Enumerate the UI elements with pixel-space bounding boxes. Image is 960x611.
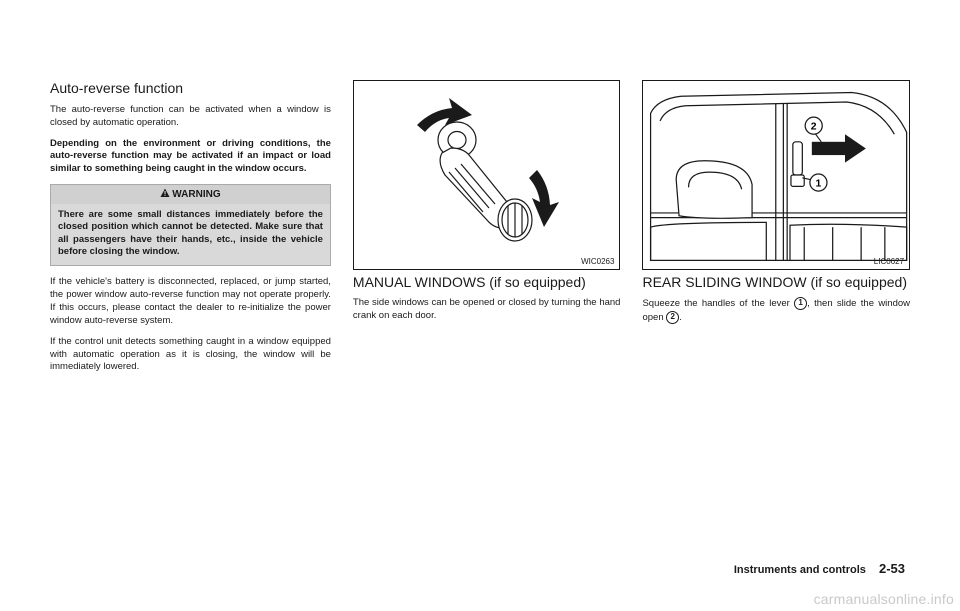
warning-header: WARNING xyxy=(51,185,330,204)
column-left: Auto-reverse function The auto-reverse f… xyxy=(50,80,331,382)
text-fragment: Squeeze the handles of the lever xyxy=(642,298,794,309)
crank-illustration xyxy=(387,90,587,260)
warning-triangle-icon xyxy=(160,188,170,201)
warning-box: WARNING There are some small distances i… xyxy=(50,184,331,266)
figure-manual-window-crank: WIC0263 xyxy=(353,80,621,270)
svg-text:1: 1 xyxy=(816,178,822,189)
text-fragment: . xyxy=(679,312,682,323)
figure-rear-sliding-window: 1 2 LIC0627 xyxy=(642,80,910,270)
section-title-manual-windows: MANUAL WINDOWS (if so equipped) xyxy=(353,274,621,291)
callout-number-2: 2 xyxy=(666,311,679,324)
paragraph-bold: Depending on the environment or driving … xyxy=(50,138,331,176)
rear-window-illustration: 1 2 xyxy=(643,81,909,269)
subheading-auto-reverse: Auto-reverse function xyxy=(50,80,331,96)
paragraph: The auto-reverse function can be activat… xyxy=(50,104,331,130)
figure-code: LIC0627 xyxy=(874,257,904,266)
svg-text:2: 2 xyxy=(811,121,817,132)
watermark-text: carmanualsonline.info xyxy=(814,591,954,607)
footer-section-name: Instruments and controls xyxy=(734,564,866,576)
warning-label: WARNING xyxy=(172,189,220,200)
page-footer: Instruments and controls 2-53 xyxy=(734,561,905,576)
figure-code: WIC0263 xyxy=(581,257,614,266)
paragraph: The side windows can be opened or closed… xyxy=(353,297,621,323)
section-title-rear-sliding: REAR SLIDING WINDOW (if so equipped) xyxy=(642,274,910,291)
paragraph-with-callouts: Squeeze the handles of the lever 1, then… xyxy=(642,297,910,325)
paragraph: If the vehicle's battery is disconnected… xyxy=(50,276,331,327)
callout-number-1: 1 xyxy=(794,297,807,310)
page-content: Auto-reverse function The auto-reverse f… xyxy=(0,0,960,412)
footer-page-number: 2-53 xyxy=(879,561,905,576)
warning-body-text: There are some small distances immediate… xyxy=(51,204,330,265)
column-right: 1 2 LIC0627 REAR SLIDING WINDOW (if so e… xyxy=(642,80,910,382)
column-center: WIC0263 MANUAL WINDOWS (if so equipped) … xyxy=(353,80,621,382)
paragraph: If the control unit detects something ca… xyxy=(50,336,331,374)
